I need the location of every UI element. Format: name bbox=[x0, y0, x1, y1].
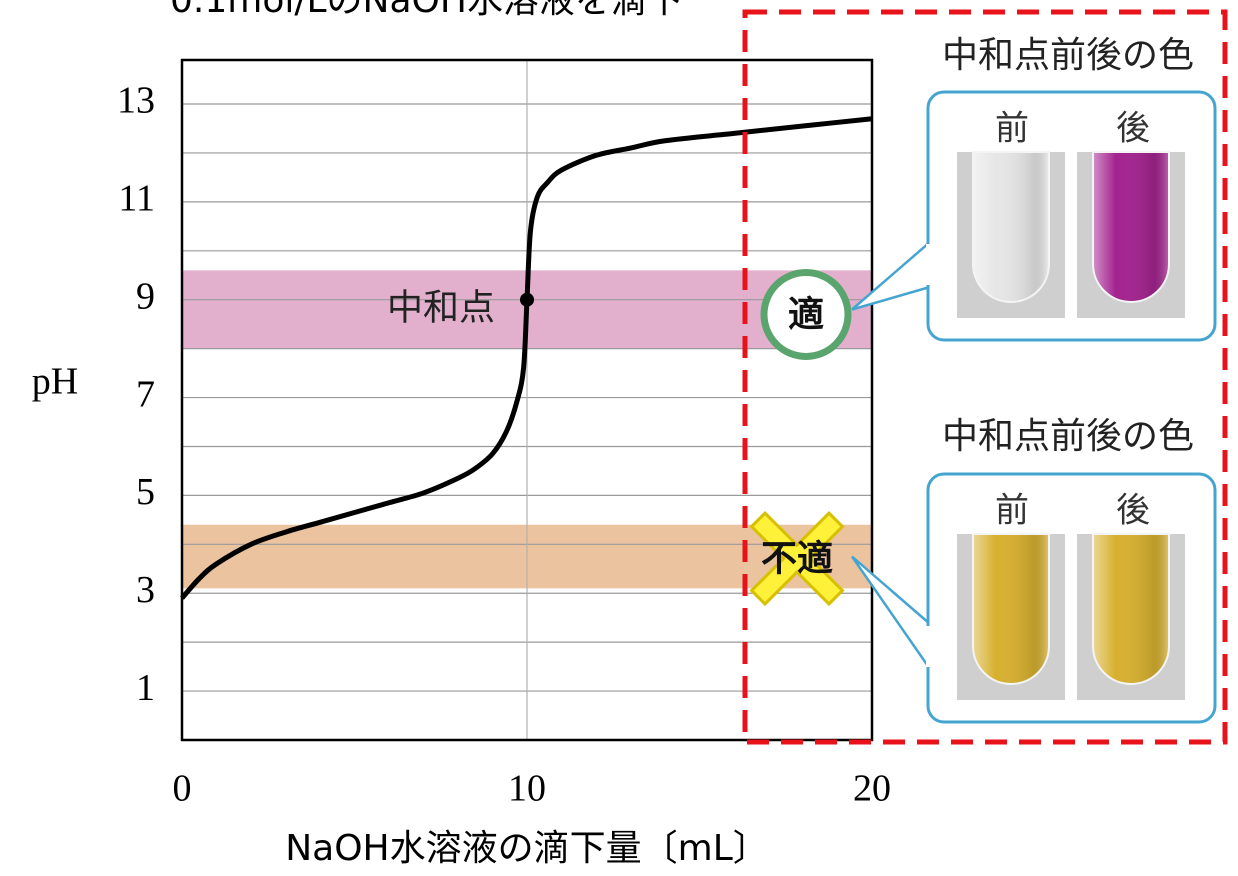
after-label: 後 bbox=[1116, 491, 1150, 531]
badge: 適 bbox=[788, 294, 824, 335]
y-axis-label: pH bbox=[32, 361, 78, 403]
equivalence-point bbox=[520, 292, 534, 307]
before-label: 前 bbox=[995, 109, 1029, 149]
badge: 不適 bbox=[761, 539, 833, 580]
x-tick-label: 0 bbox=[173, 768, 192, 810]
x-tick-label: 20 bbox=[853, 768, 891, 810]
chart-title: 0.1mol/LのNaOH水溶液を滴下 bbox=[170, 0, 683, 21]
y-tick-label: 5 bbox=[136, 471, 155, 513]
before-label: 前 bbox=[995, 491, 1029, 531]
point-label: 中和点 bbox=[387, 288, 495, 329]
highlight-box bbox=[742, 9, 1228, 745]
y-tick-label: 1 bbox=[136, 667, 155, 709]
after-label: 後 bbox=[1116, 109, 1150, 149]
callout bbox=[850, 555, 932, 673]
titration-curve bbox=[180, 116, 873, 600]
x-axis-label: NaOH水溶液の滴下量〔mL〕 bbox=[285, 828, 769, 869]
y-tick-label: 9 bbox=[136, 275, 155, 317]
y-tick-label: 11 bbox=[118, 178, 155, 220]
y-tick-label: 7 bbox=[136, 373, 155, 415]
y-tick-label: 3 bbox=[136, 569, 155, 611]
plot-frame bbox=[180, 58, 874, 742]
tube-glass bbox=[1092, 151, 1170, 303]
tube-glass bbox=[972, 533, 1050, 685]
panel-heading: 中和点前後の色 bbox=[942, 35, 1194, 76]
badge-ring bbox=[760, 268, 852, 360]
y-tick-label: 13 bbox=[117, 80, 155, 122]
x-tick-label: 10 bbox=[508, 768, 546, 810]
tube-glass bbox=[1092, 533, 1170, 685]
badge-cross bbox=[753, 515, 841, 602]
tube-glass bbox=[972, 151, 1050, 303]
panel-heading: 中和点前後の色 bbox=[942, 416, 1194, 457]
